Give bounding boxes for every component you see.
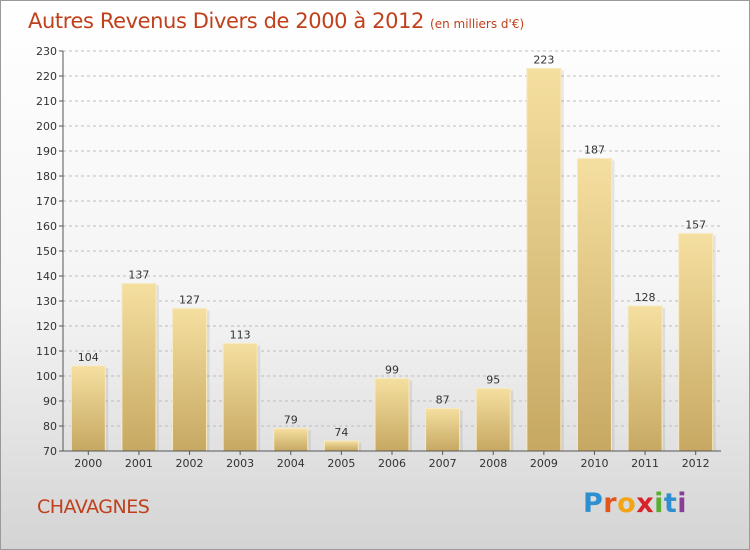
x-tick-label: 2004 bbox=[277, 457, 305, 470]
y-tick-label: 210 bbox=[36, 95, 57, 108]
x-tick-label: 2000 bbox=[74, 457, 102, 470]
value-labels: 104 137 127 113 79 74 99 87 95 223 187 128 157 bbox=[78, 54, 706, 440]
y-tick-label: 110 bbox=[36, 345, 57, 358]
chart-subtitle: (en milliers d'€) bbox=[430, 17, 525, 31]
chart-title: Autres Revenus Divers de 2000 à 2012 (en … bbox=[28, 9, 524, 33]
commune-name: CHAVAGNES bbox=[37, 496, 150, 518]
value-label: 127 bbox=[179, 294, 200, 307]
x-tick-label: 2002 bbox=[176, 457, 204, 470]
x-tick-label: 2012 bbox=[682, 457, 710, 470]
y-tick-label: 80 bbox=[43, 420, 57, 433]
value-label: 223 bbox=[533, 54, 554, 67]
bar-2007 bbox=[425, 408, 461, 452]
x-tick-label: 2011 bbox=[631, 457, 659, 470]
bar-2009 bbox=[526, 68, 562, 452]
x-tick-label: 2003 bbox=[226, 457, 254, 470]
x-tick-label: 2009 bbox=[530, 457, 558, 470]
y-tick-label: 190 bbox=[36, 145, 57, 158]
value-label: 99 bbox=[385, 364, 399, 377]
x-tick-label: 2010 bbox=[580, 457, 608, 470]
y-tick-labels: 70 80 90 100 110 120 130 140 150 160 170 180 190 200 2… bbox=[36, 45, 57, 458]
bar-2012 bbox=[678, 233, 714, 452]
x-tick-label: 2001 bbox=[125, 457, 153, 470]
y-tick-label: 70 bbox=[43, 445, 57, 458]
value-label: 95 bbox=[486, 374, 500, 387]
logo-letter: i bbox=[654, 488, 664, 519]
y-tick-label: 220 bbox=[36, 70, 57, 83]
bar-2006 bbox=[374, 378, 410, 452]
bar-2010 bbox=[576, 158, 612, 452]
logo-letter: i bbox=[677, 488, 688, 519]
y-tick-label: 200 bbox=[36, 120, 57, 133]
logo-letter: o bbox=[617, 488, 637, 519]
bar-2005 bbox=[323, 440, 359, 452]
proxiti-logo: Proxiti bbox=[583, 488, 687, 519]
bar-2001 bbox=[121, 283, 157, 452]
value-label: 187 bbox=[584, 144, 605, 157]
y-tick-label: 170 bbox=[36, 195, 57, 208]
bar-2011 bbox=[627, 305, 663, 452]
x-tick-label: 2006 bbox=[378, 457, 406, 470]
bars bbox=[70, 68, 716, 452]
y-tick-label: 180 bbox=[36, 170, 57, 183]
bar-2000 bbox=[70, 365, 106, 452]
y-tick-label: 90 bbox=[43, 395, 57, 408]
chart-title-text: Autres Revenus Divers de 2000 à 2012 bbox=[28, 9, 425, 33]
value-label: 113 bbox=[230, 329, 251, 342]
logo-letter: P bbox=[583, 488, 604, 519]
x-tick-label: 2007 bbox=[429, 457, 457, 470]
y-tick-label: 140 bbox=[36, 270, 57, 283]
y-tick-label: 120 bbox=[36, 320, 57, 333]
value-label: 137 bbox=[128, 269, 149, 282]
y-tick-label: 100 bbox=[36, 370, 57, 383]
axes bbox=[62, 51, 721, 455]
value-label: 87 bbox=[436, 394, 450, 407]
y-tick-label: 230 bbox=[36, 45, 57, 58]
value-label: 104 bbox=[78, 351, 99, 364]
bar-2002 bbox=[172, 308, 208, 452]
bar-2003 bbox=[222, 343, 258, 452]
x-tick-label: 2005 bbox=[327, 457, 355, 470]
value-label: 128 bbox=[635, 291, 656, 304]
bar-2008 bbox=[475, 388, 511, 452]
x-tick-labels: 2000 2001 2002 2003 2004 2005 2006 2007 2008 2009… bbox=[74, 457, 709, 470]
y-tick-label: 160 bbox=[36, 220, 57, 233]
logo-letter: r bbox=[603, 488, 618, 519]
y-tick-label: 150 bbox=[36, 245, 57, 258]
value-label: 79 bbox=[284, 414, 298, 427]
logo-letter: x bbox=[636, 488, 655, 519]
value-label: 157 bbox=[685, 219, 706, 232]
logo-letter: t bbox=[663, 488, 678, 519]
bar-2004 bbox=[273, 428, 309, 452]
x-tick-label: 2008 bbox=[479, 457, 507, 470]
y-tick-label: 130 bbox=[36, 295, 57, 308]
value-label: 74 bbox=[334, 426, 348, 439]
